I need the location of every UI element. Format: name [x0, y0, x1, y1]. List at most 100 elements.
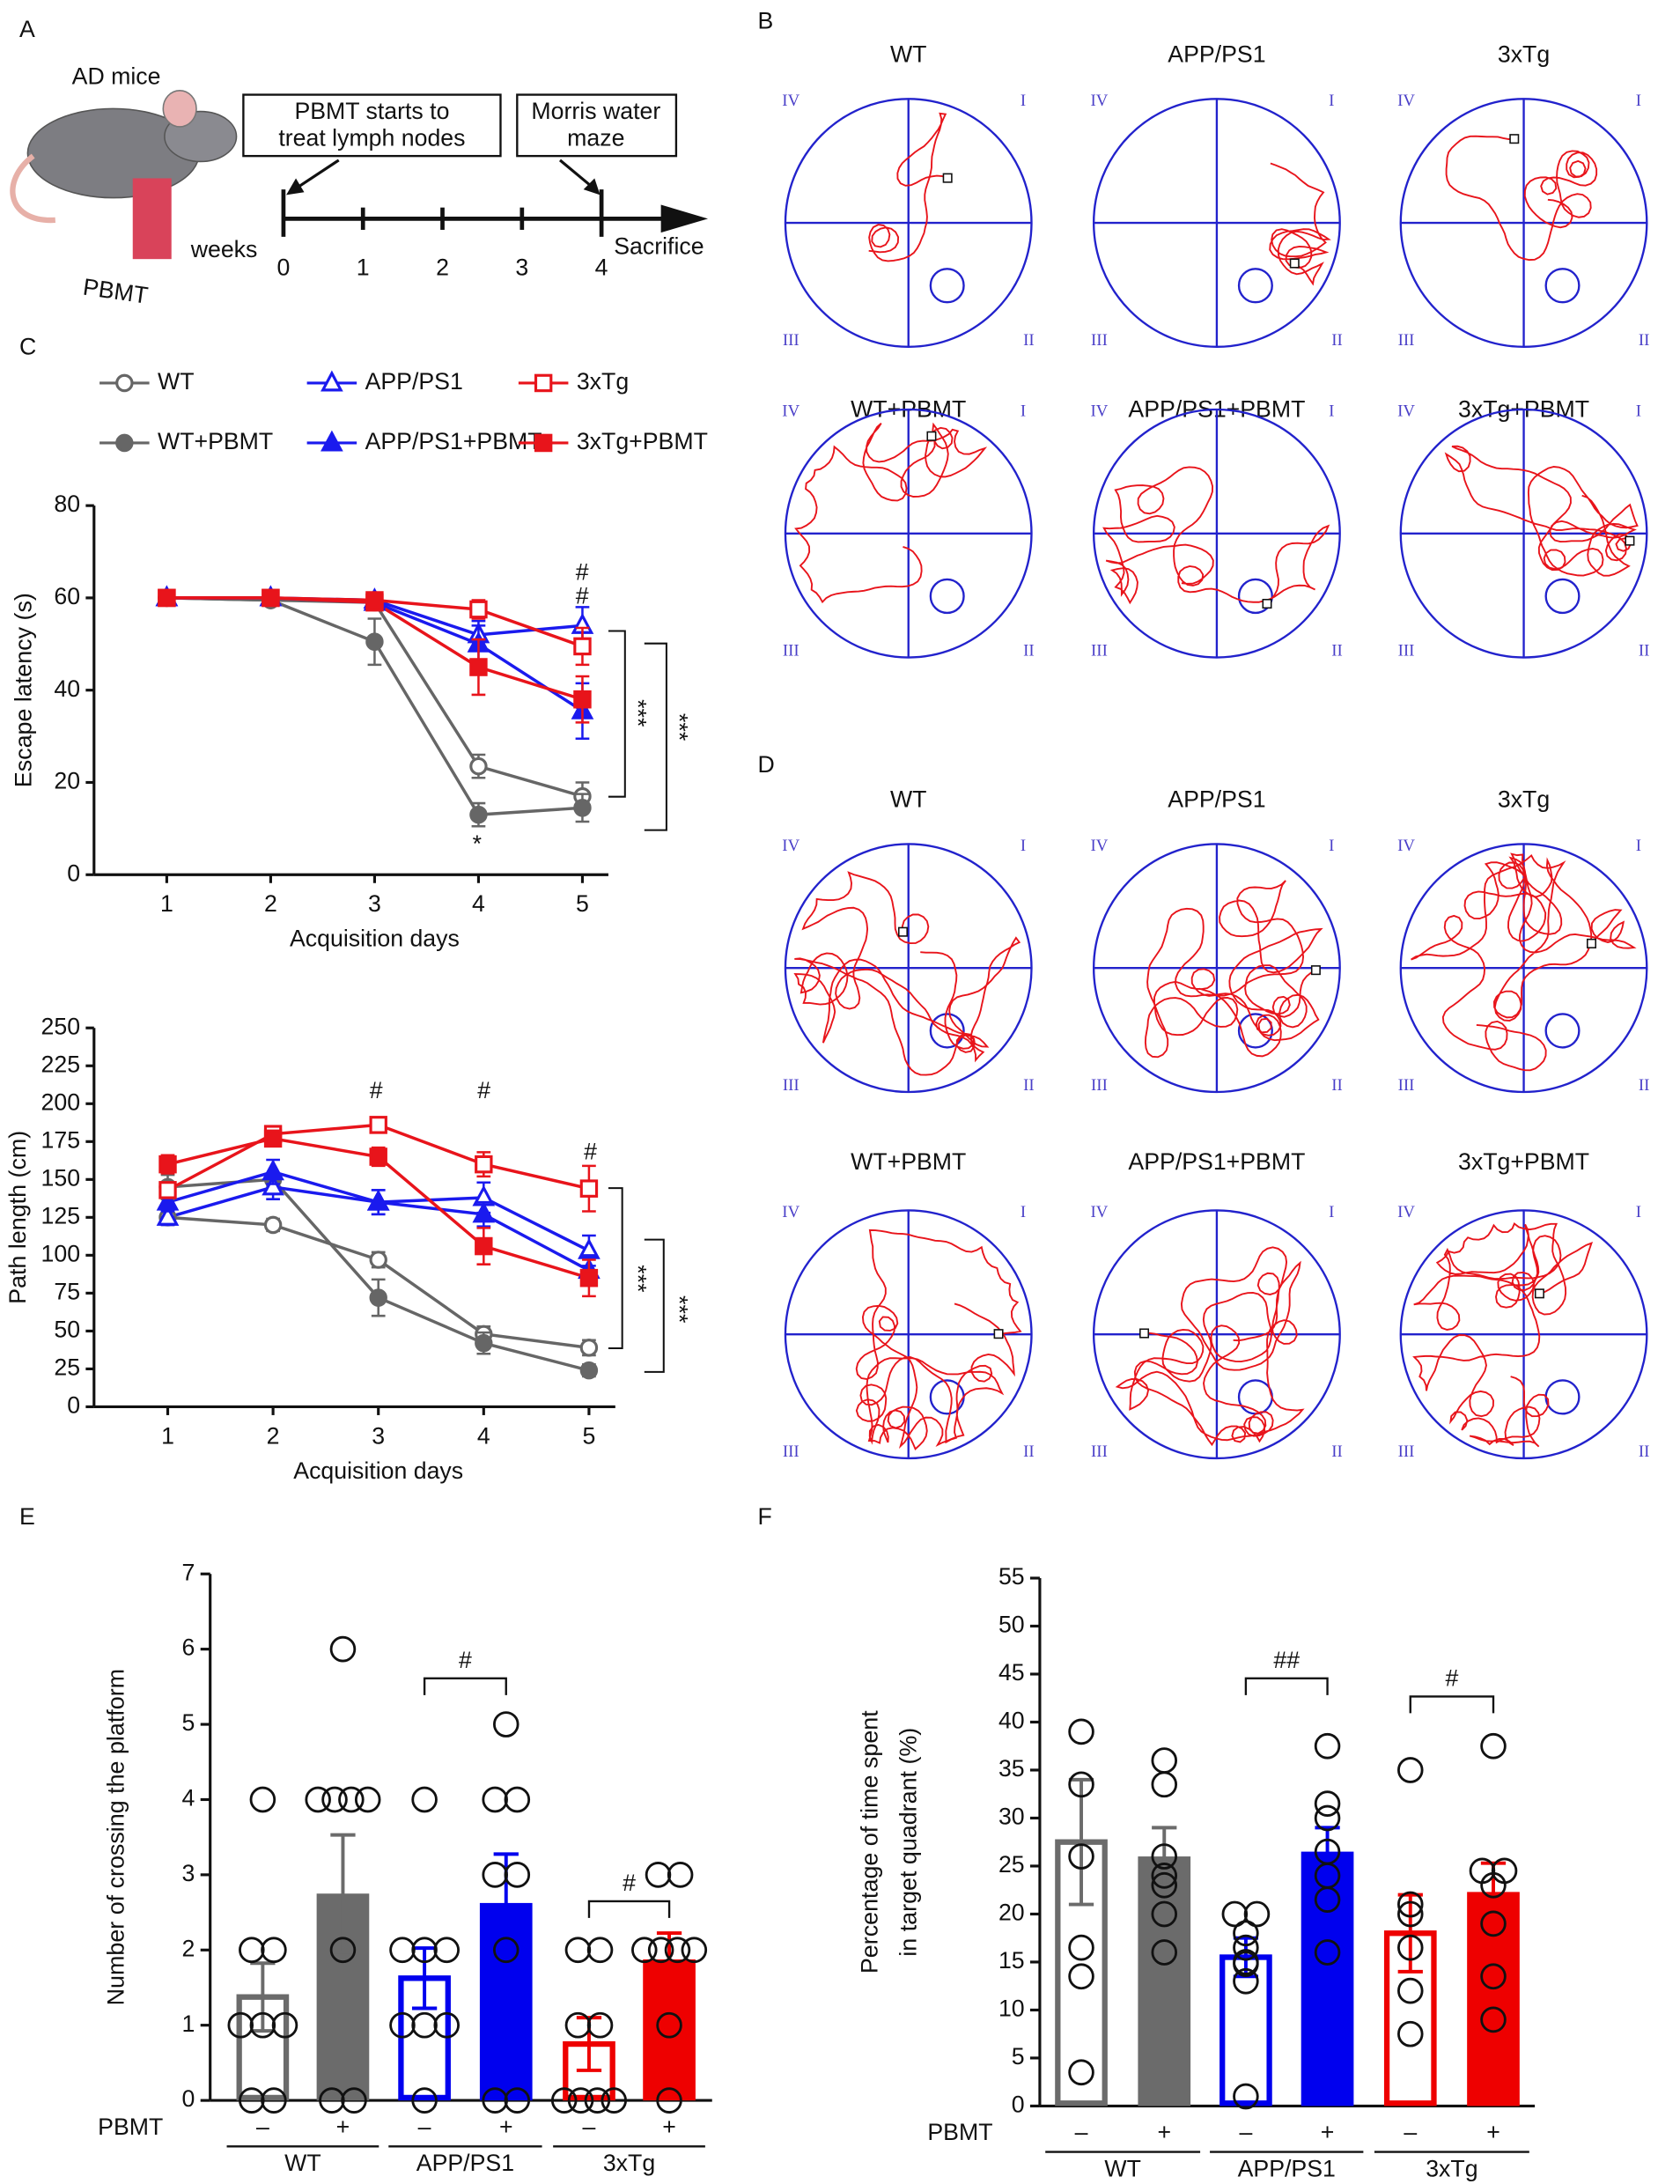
quadrant-label: IV: [782, 92, 799, 110]
y-tick-label: 10: [998, 1995, 1025, 2021]
data-point: [1314, 1804, 1341, 1832]
data-point: [366, 1189, 390, 1211]
x-tick-label: 4: [472, 890, 485, 917]
data-point: [389, 1937, 416, 1964]
data-point: [1397, 1934, 1424, 1961]
maze-title: WT+PBMT: [851, 1148, 966, 1175]
annotation: #: [477, 1077, 490, 1103]
data-point: [656, 2087, 682, 2114]
data-point: [369, 1251, 387, 1269]
maze-platform: [1237, 578, 1273, 615]
data-point: [329, 1635, 357, 1663]
y-tick-label: 80: [54, 491, 80, 517]
timeline-arrow: [660, 204, 709, 233]
data-point: [631, 1937, 658, 1964]
data-point: [469, 805, 488, 824]
y-tick-label: 6: [182, 1634, 195, 1661]
data-point: [239, 2087, 265, 2114]
maze-platform: [1544, 268, 1581, 304]
group-label: 3xTg: [1426, 2155, 1477, 2181]
swim-track: [1115, 1246, 1305, 1447]
x-tick-label: +: [499, 2114, 513, 2140]
swim-track: [1445, 135, 1598, 262]
significance-bracket: [1244, 1677, 1329, 1695]
data-point: [262, 1159, 284, 1181]
error-bar: [411, 1946, 438, 2011]
x-tick-label: +: [662, 2114, 676, 2140]
y-tick-label: 50: [998, 1612, 1025, 1638]
quadrant-label: II: [1023, 331, 1035, 350]
y-tick-label: 7: [182, 1559, 195, 1585]
step-text: maze: [567, 124, 624, 151]
quadrant-label: I: [1636, 402, 1641, 420]
data-point: [354, 1786, 381, 1813]
x-tick-label: –: [418, 2114, 431, 2140]
x-tick-label: –: [256, 2114, 269, 2140]
data-point: [1397, 1891, 1424, 1918]
x-tick-label: 1: [160, 890, 173, 917]
bar: [1301, 1851, 1354, 2107]
significance-bracket: [644, 1238, 665, 1373]
quadrant-label: III: [1398, 642, 1415, 660]
data-point: [579, 1179, 599, 1198]
data-point: [586, 1937, 614, 1964]
quadrant-label: IV: [1091, 1203, 1109, 1221]
data-point: [656, 2011, 682, 2039]
x-tick-label: 2: [264, 890, 277, 917]
data-point: [469, 756, 488, 776]
x-tick-label: –: [583, 2114, 596, 2140]
timeline-tick-label: 2: [436, 254, 449, 280]
y-tick-label: 40: [998, 1707, 1025, 1733]
quadrant-label: I: [1021, 1203, 1026, 1221]
data-point: [263, 1129, 283, 1148]
quadrant-label: II: [1639, 331, 1650, 350]
swim-track: [855, 1228, 1022, 1450]
maze-platform: [1544, 578, 1581, 615]
quadrant-label: IV: [1091, 402, 1109, 420]
annotation: #: [623, 1870, 636, 1896]
data-point: [584, 2087, 611, 2114]
quadrant-label: III: [1398, 1442, 1415, 1461]
quadrant-label: IV: [1397, 402, 1415, 420]
y-tick-label: 20: [998, 1899, 1025, 1925]
y-tick-label: 25: [998, 1851, 1025, 1878]
data-point: [579, 1339, 599, 1357]
data-point: [158, 1155, 177, 1174]
annotation: #: [576, 583, 589, 609]
data-point: [564, 1937, 592, 1964]
step-text: PBMT starts to: [294, 98, 449, 124]
mouse-tail: [10, 153, 55, 224]
maze-title: 3xTg: [1498, 786, 1550, 812]
quadrant-label: III: [783, 642, 799, 660]
quadrant-label: IV: [782, 402, 799, 420]
y-tick-label: 60: [54, 583, 80, 609]
y-tick-label: 250: [41, 1013, 81, 1039]
data-point: [389, 2011, 416, 2039]
row-label: PBMT: [927, 2119, 992, 2145]
swim-track: [794, 422, 988, 604]
data-point: [433, 2011, 460, 2039]
quadrant-label: IV: [782, 1203, 799, 1221]
data-point: [1243, 1900, 1271, 1928]
annotation: #: [370, 1077, 383, 1103]
data-point: [1314, 1732, 1341, 1760]
data-point: [369, 1147, 387, 1166]
y-tick-label: 50: [54, 1316, 80, 1342]
data-point: [1314, 1790, 1341, 1817]
annotation: #: [459, 1647, 472, 1673]
quadrant-label: II: [1639, 1076, 1650, 1095]
data-point: [1151, 1939, 1178, 1966]
x-tick-label: +: [1486, 2119, 1500, 2145]
panel-label: F: [758, 1503, 772, 1530]
annotation: ***: [624, 699, 651, 727]
data-point: [411, 2087, 438, 2114]
arrowhead: [583, 178, 601, 196]
data-point: [1480, 2006, 1507, 2033]
x-tick-label: +: [1157, 2119, 1171, 2145]
quadrant-label: III: [783, 1076, 799, 1095]
step-text: treat lymph nodes: [278, 124, 465, 151]
arrowhead: [286, 178, 305, 196]
y-axis-label: Path length (cm): [4, 1131, 31, 1304]
data-point: [369, 1288, 387, 1307]
